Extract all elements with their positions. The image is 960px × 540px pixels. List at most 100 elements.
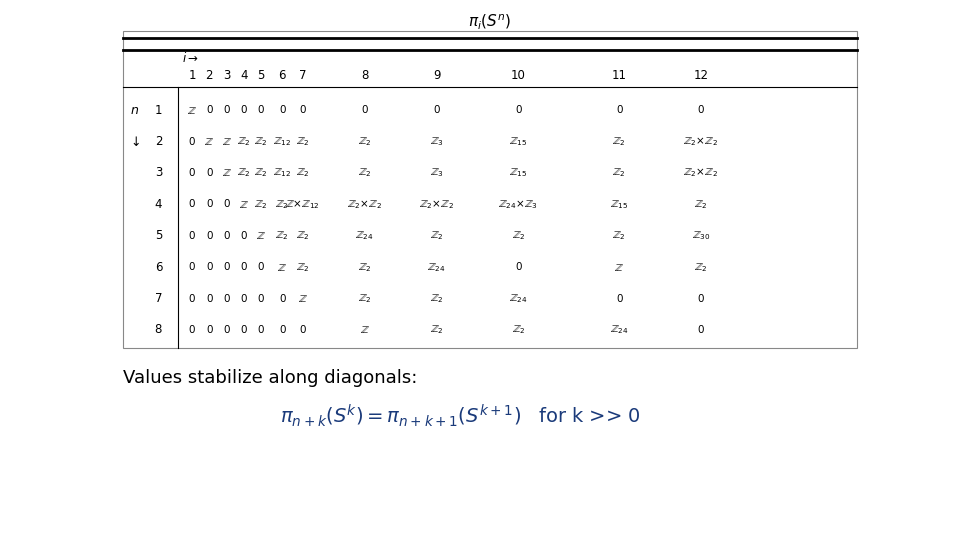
Text: $\mathbb{Z}$: $\mathbb{Z}$: [239, 199, 249, 210]
Text: $\mathbb{Z}_2$: $\mathbb{Z}_2$: [254, 198, 268, 211]
Text: $\mathbb{Z}$: $\mathbb{Z}$: [204, 136, 214, 147]
Text: $\pi_i(S^n)$: $\pi_i(S^n)$: [468, 12, 512, 31]
Text: $\mathbb{Z}_2$: $\mathbb{Z}_2$: [430, 292, 444, 305]
Text: 0: 0: [434, 105, 440, 115]
Text: 0: 0: [189, 168, 195, 178]
Text: 2: 2: [205, 69, 213, 82]
Text: $\mathbb{Z}_{24}$: $\mathbb{Z}_{24}$: [427, 261, 446, 274]
Text: $\mathbb{Z}_2$: $\mathbb{Z}_2$: [276, 198, 289, 211]
Text: $\mathbb{Z}_2$: $\mathbb{Z}_2$: [694, 261, 708, 274]
Text: 0: 0: [241, 262, 247, 272]
Text: 0: 0: [206, 168, 212, 178]
Text: $\mathbb{Z}_2$: $\mathbb{Z}_2$: [254, 135, 268, 148]
Text: 0: 0: [206, 294, 212, 303]
Text: $\mathbb{Z}_2$: $\mathbb{Z}_2$: [430, 323, 444, 336]
Text: 0: 0: [189, 137, 195, 146]
Text: $\mathbb{Z}_{24}$: $\mathbb{Z}_{24}$: [610, 323, 629, 336]
Text: $\mathbb{Z}$: $\mathbb{Z}$: [187, 105, 197, 116]
Text: 6: 6: [278, 69, 286, 82]
Text: 0: 0: [224, 325, 229, 335]
Text: 0: 0: [616, 105, 622, 115]
Text: 7: 7: [299, 69, 306, 82]
Text: 4: 4: [240, 69, 248, 82]
Text: $\mathbb{Z}_2{\times}\mathbb{Z}_2$: $\mathbb{Z}_2{\times}\mathbb{Z}_2$: [420, 198, 454, 211]
Text: 0: 0: [516, 262, 521, 272]
Text: $\mathbb{Z}_2$: $\mathbb{Z}_2$: [296, 230, 309, 242]
Text: $\mathbb{Z}_2$: $\mathbb{Z}_2$: [358, 292, 372, 305]
Text: $\mathbb{Z}_2$: $\mathbb{Z}_2$: [358, 166, 372, 179]
Text: $\mathbb{Z}_2$: $\mathbb{Z}_2$: [358, 135, 372, 148]
Text: $\mathbb{Z}$: $\mathbb{Z}$: [222, 167, 231, 178]
Text: 0: 0: [300, 325, 305, 335]
Text: 0: 0: [279, 294, 285, 303]
Text: $\mathbb{Z}_2$: $\mathbb{Z}_2$: [612, 230, 626, 242]
Text: 0: 0: [241, 105, 247, 115]
Text: 6: 6: [155, 261, 162, 274]
Text: $\mathbb{Z}_2$: $\mathbb{Z}_2$: [694, 198, 708, 211]
Text: $\mathbb{Z}_2$: $\mathbb{Z}_2$: [237, 135, 251, 148]
Text: $i \rightarrow$: $i \rightarrow$: [182, 51, 200, 65]
Text: 1: 1: [188, 69, 196, 82]
Text: 0: 0: [258, 105, 264, 115]
Text: 0: 0: [241, 294, 247, 303]
Text: $\mathbb{Z}$: $\mathbb{Z}$: [256, 230, 266, 241]
Text: 0: 0: [698, 325, 704, 335]
Text: 10: 10: [511, 69, 526, 82]
Text: 0: 0: [258, 325, 264, 335]
Text: 0: 0: [279, 325, 285, 335]
Text: 0: 0: [279, 105, 285, 115]
Text: 0: 0: [224, 231, 229, 241]
Text: $\mathbb{Z}_{12}$: $\mathbb{Z}_{12}$: [273, 166, 292, 179]
Text: $\mathbb{Z}$: $\mathbb{Z}$: [298, 293, 307, 304]
Text: 2: 2: [155, 135, 162, 148]
Text: $\mathbb{Z}_2$: $\mathbb{Z}_2$: [296, 166, 309, 179]
Text: 0: 0: [224, 262, 229, 272]
Text: $\pi_{n+k}(S^k) = \pi_{n+k+1}(S^{k+1})$$\;$  for k >> 0: $\pi_{n+k}(S^k) = \pi_{n+k+1}(S^{k+1})$$…: [280, 402, 641, 429]
Text: 9: 9: [433, 69, 441, 82]
Text: 0: 0: [224, 294, 229, 303]
Text: $\mathbb{Z}_{24}{\times}\mathbb{Z}_3$: $\mathbb{Z}_{24}{\times}\mathbb{Z}_3$: [498, 198, 539, 211]
Text: $\mathbb{Z}$: $\mathbb{Z}$: [277, 262, 287, 273]
Text: $\mathbb{Z}_2$: $\mathbb{Z}_2$: [612, 166, 626, 179]
Text: $\mathbb{Z}_{24}$: $\mathbb{Z}_{24}$: [355, 230, 374, 242]
Text: $\mathbb{Z}_2{\times}\mathbb{Z}_2$: $\mathbb{Z}_2{\times}\mathbb{Z}_2$: [684, 135, 718, 148]
Text: 0: 0: [206, 325, 212, 335]
Text: 4: 4: [155, 198, 162, 211]
Text: 0: 0: [300, 105, 305, 115]
Text: $n$: $n$: [130, 104, 139, 117]
Text: $\mathbb{Z}_2$: $\mathbb{Z}_2$: [237, 166, 251, 179]
Text: 5: 5: [257, 69, 265, 82]
Text: 0: 0: [189, 231, 195, 241]
Bar: [123, 31, 857, 348]
Text: $\downarrow$: $\downarrow$: [129, 134, 140, 149]
Text: $\mathbb{Z}$: $\mathbb{Z}$: [222, 136, 231, 147]
Text: 0: 0: [241, 325, 247, 335]
Text: $\mathbb{Z}$: $\mathbb{Z}$: [360, 325, 370, 335]
Text: 3: 3: [223, 69, 230, 82]
Text: 0: 0: [698, 294, 704, 303]
Text: $\mathbb{Z}{\times}\mathbb{Z}_{12}$: $\mathbb{Z}{\times}\mathbb{Z}_{12}$: [285, 198, 320, 211]
Text: 8: 8: [155, 323, 162, 336]
Text: 1: 1: [155, 104, 162, 117]
Text: 0: 0: [206, 262, 212, 272]
Text: 0: 0: [516, 105, 521, 115]
Text: 0: 0: [616, 294, 622, 303]
Text: $\mathbb{Z}$: $\mathbb{Z}$: [614, 262, 624, 273]
Text: 0: 0: [224, 199, 229, 210]
Text: 12: 12: [693, 69, 708, 82]
Text: 0: 0: [189, 199, 195, 210]
Text: 0: 0: [189, 262, 195, 272]
Text: $\mathbb{Z}_3$: $\mathbb{Z}_3$: [430, 135, 444, 148]
Text: 0: 0: [206, 105, 212, 115]
Text: 0: 0: [698, 105, 704, 115]
Text: $\mathbb{Z}_{15}$: $\mathbb{Z}_{15}$: [509, 166, 528, 179]
Text: $\mathbb{Z}_{30}$: $\mathbb{Z}_{30}$: [691, 230, 710, 242]
Text: $\mathbb{Z}_2$: $\mathbb{Z}_2$: [430, 230, 444, 242]
Text: 0: 0: [241, 231, 247, 241]
Text: $\mathbb{Z}_{15}$: $\mathbb{Z}_{15}$: [610, 198, 629, 211]
Text: $\mathbb{Z}_{24}$: $\mathbb{Z}_{24}$: [509, 292, 528, 305]
Text: 0: 0: [206, 231, 212, 241]
Text: $\mathbb{Z}_2$: $\mathbb{Z}_2$: [296, 135, 309, 148]
Text: $\mathbb{Z}_2$: $\mathbb{Z}_2$: [276, 230, 289, 242]
Text: $\mathbb{Z}_2{\times}\mathbb{Z}_2$: $\mathbb{Z}_2{\times}\mathbb{Z}_2$: [348, 198, 382, 211]
